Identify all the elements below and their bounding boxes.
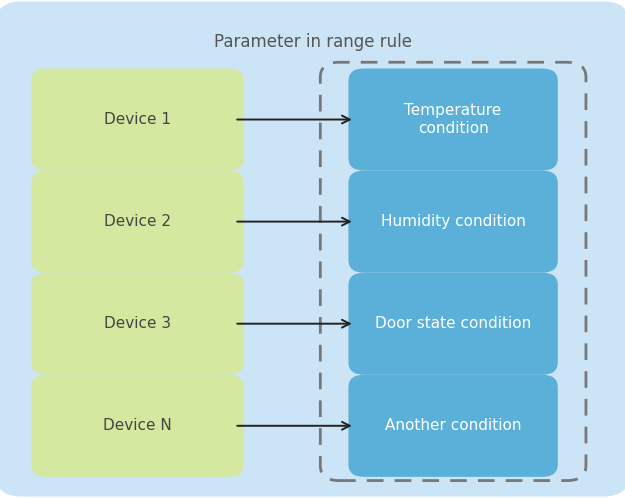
FancyBboxPatch shape: [349, 374, 558, 477]
Text: Parameter in range rule: Parameter in range rule: [214, 33, 411, 51]
Text: Door state condition: Door state condition: [375, 316, 531, 331]
Text: Temperature
condition: Temperature condition: [404, 103, 502, 136]
FancyBboxPatch shape: [349, 68, 558, 170]
FancyBboxPatch shape: [31, 68, 244, 170]
FancyBboxPatch shape: [31, 273, 244, 375]
Text: Device N: Device N: [103, 418, 172, 433]
FancyBboxPatch shape: [349, 273, 558, 375]
Text: Device 3: Device 3: [104, 316, 171, 331]
Text: Another condition: Another condition: [385, 418, 521, 433]
Text: Humidity condition: Humidity condition: [381, 214, 526, 229]
Text: Device 1: Device 1: [104, 112, 171, 127]
FancyBboxPatch shape: [31, 170, 244, 273]
FancyBboxPatch shape: [31, 374, 244, 477]
Text: Device 2: Device 2: [104, 214, 171, 229]
FancyBboxPatch shape: [349, 170, 558, 273]
